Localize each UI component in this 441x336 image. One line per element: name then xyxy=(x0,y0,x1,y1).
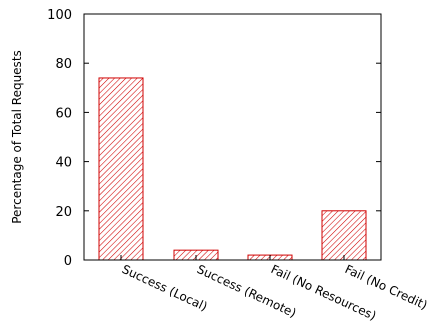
y-tick-label: 40 xyxy=(55,156,72,171)
y-axis-label: Percentage of Total Requests xyxy=(10,50,24,224)
y-ticks: 0 20 40 60 80 100 xyxy=(47,8,381,269)
plot-frame xyxy=(83,13,382,261)
x-tick-labels: Success (Local)Success (Remote)Fail (No … xyxy=(120,255,430,323)
bars-layer xyxy=(98,77,367,261)
bar-0 xyxy=(98,77,144,261)
y-tick-label: 60 xyxy=(55,106,72,121)
bar-3 xyxy=(321,210,367,261)
y-tick-label: 0 xyxy=(64,254,72,269)
y-tick-label: 20 xyxy=(55,205,72,220)
y-tick-label: 100 xyxy=(47,8,72,23)
y-tick-label: 80 xyxy=(55,57,72,72)
